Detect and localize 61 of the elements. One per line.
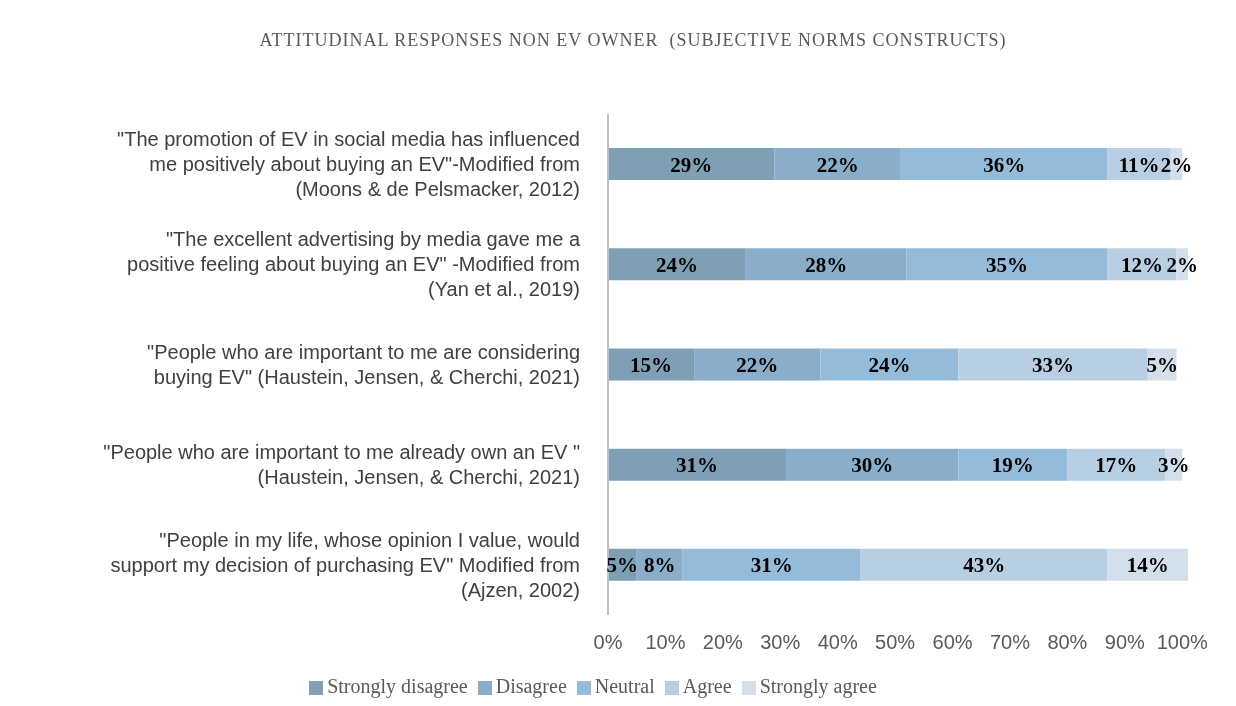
data-label: 3% (1157, 453, 1190, 478)
bar (820, 348, 959, 381)
x-tick-label: 40% (817, 631, 858, 654)
bar (786, 448, 959, 481)
legend-label: Strongly agree (759, 675, 877, 697)
bar (682, 548, 861, 581)
data-label: 2% (1166, 252, 1199, 277)
y-tick-label: "People in my life, whose opinion I value, would support my decision of purchasing EV" Modified from (Ajzen, 2002) (110, 528, 580, 601)
data-label: 35% (986, 252, 1029, 277)
bar (608, 148, 775, 181)
bar (906, 248, 1108, 281)
legend-label: Disagree (495, 675, 567, 697)
bar (958, 448, 1068, 481)
y-tick-label: "The excellent advertising by media gave me a positive feeling about buying an EV" -Modified from (Yan et al., 2019) (127, 228, 581, 301)
data-label: 30% (851, 453, 894, 478)
x-tick-label: 70% (989, 631, 1031, 654)
data-label: 19% (991, 453, 1034, 478)
data-label: 5% (606, 553, 639, 578)
data-label: 33% (1032, 352, 1075, 377)
data-label: 14% (1126, 553, 1169, 578)
data-label: 43% (963, 553, 1006, 578)
data-label: 11% (1118, 152, 1160, 177)
bar (694, 348, 821, 381)
data-label: 22% (736, 352, 779, 377)
x-tick-label: 10% (645, 631, 686, 654)
x-tick-label: 50% (875, 631, 916, 654)
legend-label: Neutral (594, 675, 655, 697)
data-label: 28% (805, 252, 848, 277)
bar (900, 148, 1108, 181)
x-tick-label: 100% (1156, 631, 1209, 654)
data-label: 15% (630, 352, 673, 377)
x-tick-label: 20% (702, 631, 744, 654)
bar (608, 248, 746, 281)
bar (774, 148, 901, 181)
data-label: 17% (1095, 453, 1138, 478)
data-label: 36% (983, 152, 1026, 177)
legend-label: Strongly disagree (327, 675, 468, 697)
data-label: 8% (643, 553, 676, 578)
legend-label: Agree (682, 675, 732, 697)
bar (608, 448, 787, 481)
y-tick-label: "People who are important to me already own an EV " (Haustein, Jensen, & Cherchi, 2021) (103, 441, 580, 489)
x-tick-label: 80% (1047, 631, 1088, 654)
data-label: 31% (750, 553, 793, 578)
y-tick-label: "People who are important to me are considering buying EV" (Haustein, Jensen, & Cherchi, 2021) (147, 341, 580, 388)
x-tick-label: 90% (1104, 631, 1146, 654)
x-tick-label: 30% (760, 631, 801, 654)
data-label: 2% (1160, 152, 1193, 177)
data-label: 22% (816, 152, 859, 177)
bar (958, 348, 1148, 381)
bar (860, 548, 1108, 581)
y-tick-label: "The promotion of EV in social media has influenced me positively about buying an EV"-Modified from (Moons & de Pelsmacker, 2012) (117, 128, 580, 201)
data-label: 12% (1121, 252, 1164, 277)
data-label: 24% (868, 352, 911, 377)
data-label: 31% (676, 453, 719, 478)
data-label: 5% (1146, 352, 1178, 377)
bar (745, 248, 907, 281)
x-tick-label: 0% (593, 631, 623, 654)
data-label: 29% (670, 152, 713, 177)
chart-title: ATTITUDINAL RESPONSES NON EV OWNER (SUBJECTIVE NORMS CONSTRUCTS) (258, 29, 1008, 52)
x-tick-label: 60% (932, 631, 973, 654)
data-label: 24% (655, 252, 698, 277)
